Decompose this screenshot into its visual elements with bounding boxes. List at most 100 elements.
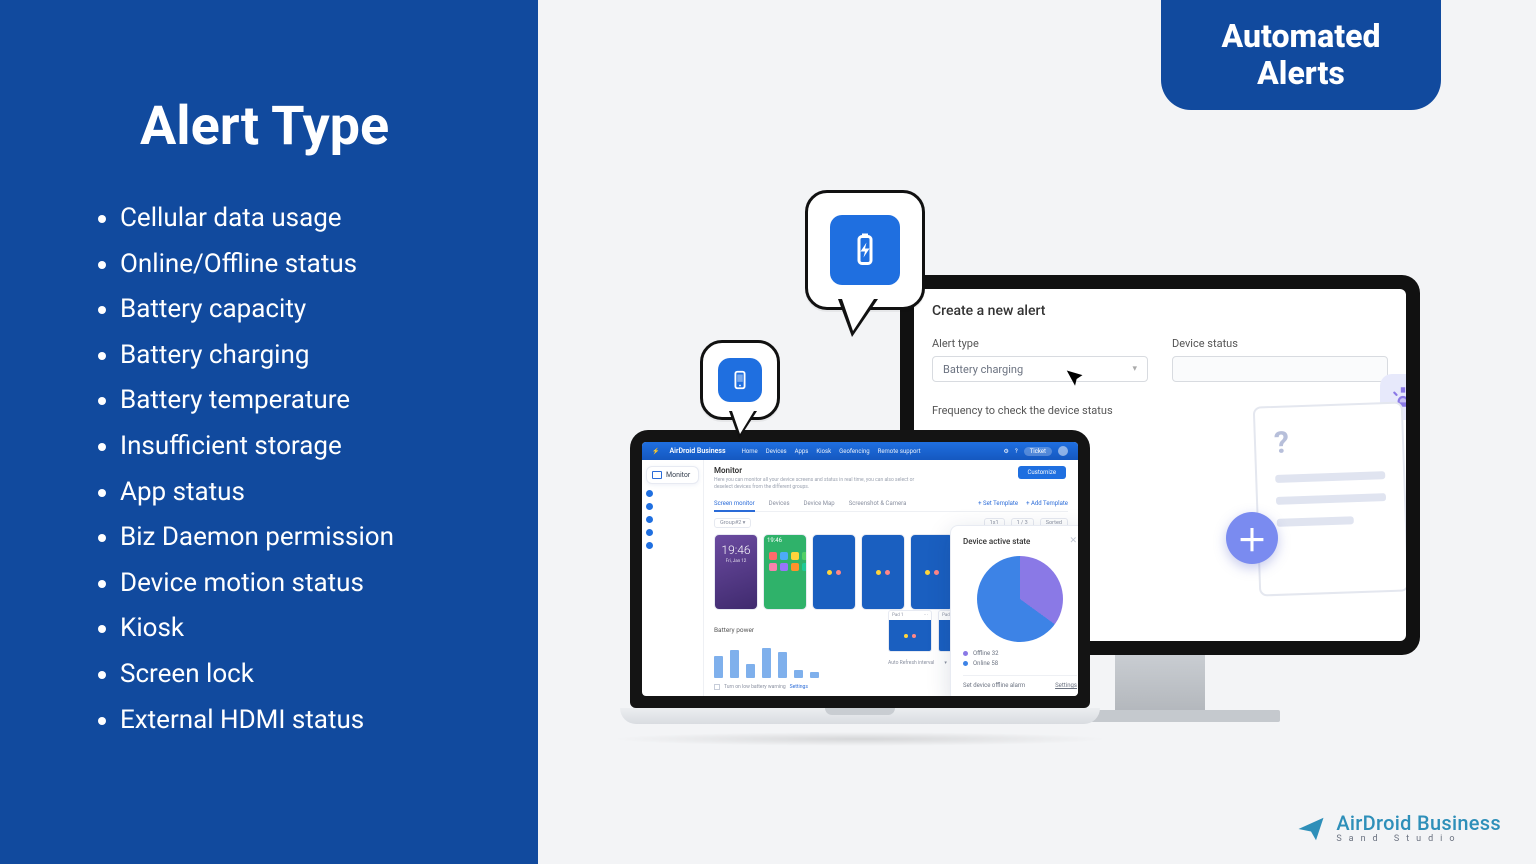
automated-alerts-badge: Automated Alerts xyxy=(1161,0,1441,110)
avatar-icon[interactable] xyxy=(1058,446,1068,456)
question-mark-icon: ? xyxy=(1273,422,1384,461)
close-icon[interactable]: ✕ xyxy=(1069,536,1077,546)
bar xyxy=(730,650,739,678)
tab-right-link[interactable]: + Add Template xyxy=(1026,500,1068,507)
device-screen[interactable]: 19:46Fri, Jan 12 xyxy=(714,534,758,610)
alert-type-list: Cellular data usageOnline/Offline status… xyxy=(70,198,478,741)
device-screen[interactable] xyxy=(910,534,954,610)
refresh-label: Auto Refresh interval xyxy=(888,660,934,666)
sidebar-dot[interactable] xyxy=(646,529,653,536)
device-bubble xyxy=(700,340,780,420)
device-icon xyxy=(718,358,762,402)
checkbox-icon[interactable] xyxy=(714,684,720,690)
tab-item[interactable]: Device Map xyxy=(804,500,835,507)
help-icon[interactable]: ? xyxy=(1015,448,1018,455)
form-title: Create a new alert xyxy=(932,303,1388,319)
battery-chart-bars xyxy=(714,638,879,678)
laptop-sidebar: Monitor xyxy=(642,460,704,696)
nav-item[interactable]: Apps xyxy=(795,448,809,455)
bar xyxy=(810,672,819,678)
doc-paper: ? xyxy=(1253,401,1406,596)
device-screen[interactable]: 19:46 xyxy=(763,534,807,610)
label-device-status: Device status xyxy=(1172,337,1388,350)
battery-chart-title: Battery power xyxy=(714,626,879,634)
battery-charging-icon xyxy=(830,215,900,285)
laptop-shadow xyxy=(610,732,1110,746)
nav-item[interactable]: Kiosk xyxy=(816,448,831,455)
badge-line2: Alerts xyxy=(1222,55,1381,92)
device-screen[interactable] xyxy=(812,534,856,610)
alert-type-item: App status xyxy=(120,472,478,514)
page-title: Monitor xyxy=(714,466,1068,475)
bar xyxy=(794,670,803,678)
label-alert-type: Alert type xyxy=(932,337,1148,350)
bar xyxy=(778,652,787,678)
brand-logo: AirDroid Business Sand Studio xyxy=(1296,813,1501,844)
bar xyxy=(714,656,723,678)
page-desc: Here you can monitor all your device scr… xyxy=(714,477,934,490)
doc-illustration: ? ＋ xyxy=(1226,374,1406,604)
customize-button[interactable]: Customize xyxy=(1018,466,1066,479)
laptop-nav: Home Devices Apps Kiosk Geofencing Remote sup… xyxy=(742,448,921,455)
laptop-tabs: Screen monitor Devices Device Map Screensho… xyxy=(714,500,1068,512)
badge-line1: Automated xyxy=(1222,18,1381,55)
alert-type-item: Online/Offline status xyxy=(120,244,478,286)
laptop-base xyxy=(620,708,1100,724)
settings-link[interactable]: Settings xyxy=(1055,682,1077,689)
ticket-pill[interactable]: Ticket xyxy=(1024,447,1052,456)
plus-circle-icon: ＋ xyxy=(1226,512,1278,564)
tab-item[interactable]: Screenshot & Camera xyxy=(849,500,907,507)
monitor-stand xyxy=(1115,655,1205,710)
device-active-state-card: Device active state ✕ Offline 32 Online … xyxy=(950,525,1078,696)
alert-type-item: Battery temperature xyxy=(120,380,478,422)
alert-type-item: Battery capacity xyxy=(120,289,478,331)
alert-type-item: Insufficient storage xyxy=(120,426,478,468)
select-alert-type-value: Battery charging xyxy=(943,363,1023,376)
sidebar-dot[interactable] xyxy=(646,516,653,523)
logo-subtext: Sand Studio xyxy=(1336,835,1501,844)
sidebar-dot[interactable] xyxy=(646,503,653,510)
alert-type-item: Cellular data usage xyxy=(120,198,478,240)
battery-bubble xyxy=(805,190,925,310)
alert-type-title: Alert Type xyxy=(70,95,478,158)
sidebar-dot[interactable] xyxy=(646,490,653,497)
low-battery-warning-row: Turn on low battery warning Settings xyxy=(714,684,879,690)
settings-link[interactable]: Settings xyxy=(790,684,808,690)
alert-type-item: Kiosk xyxy=(120,608,478,650)
nav-item[interactable]: Home xyxy=(742,448,758,455)
monitor-icon xyxy=(652,471,662,479)
lightning-icon: ⚡ xyxy=(652,448,659,455)
chevron-down-icon: ▾ xyxy=(1132,364,1137,374)
logo-text: AirDroid Business xyxy=(1336,813,1501,833)
device-screen[interactable] xyxy=(861,534,905,610)
cursor-icon xyxy=(1064,365,1091,396)
legend-a: Offline 32 xyxy=(973,650,998,657)
laptop-main: Monitor Here you can monitor all your de… xyxy=(704,460,1078,696)
pie-chart xyxy=(977,556,1063,642)
tab-right-link[interactable]: + Set Template xyxy=(978,500,1018,507)
alert-type-item: Battery charging xyxy=(120,335,478,377)
sidebar-item-monitor[interactable]: Monitor xyxy=(646,466,699,484)
sidebar-dot[interactable] xyxy=(646,542,653,549)
tab-item[interactable]: Devices xyxy=(769,500,790,507)
device-thumb[interactable]: Pad 1⋯ xyxy=(888,610,932,652)
laptop-screen: ⚡ AirDroid Business HomeDevicesAppsKiosk… xyxy=(642,442,1078,696)
group-selector[interactable]: Group#2 ▾ xyxy=(714,518,751,528)
bar xyxy=(762,648,771,678)
nav-item[interactable]: Devices xyxy=(766,448,787,455)
tab-item[interactable]: Screen monitor xyxy=(714,500,755,507)
alert-type-item: Biz Daemon permission xyxy=(120,517,478,559)
pie-card-title: Device active state xyxy=(963,537,1030,546)
alert-type-item: Screen lock xyxy=(120,654,478,696)
battery-chart: Battery power Turn on low battery warnin… xyxy=(714,626,879,690)
laptop-header: ⚡ AirDroid Business HomeDevicesAppsKiosk… xyxy=(642,442,1078,460)
gear-icon[interactable]: ⚙ xyxy=(1003,448,1008,455)
laptop: ⚡ AirDroid Business HomeDevicesAppsKiosk… xyxy=(630,430,1090,746)
left-blue-panel: Alert Type Cellular data usageOnline/Off… xyxy=(0,0,538,864)
legend-b: Online 58 xyxy=(973,660,998,667)
nav-item[interactable]: Geofencing xyxy=(839,448,869,455)
select-alert-type[interactable]: Battery charging ▾ xyxy=(932,356,1148,382)
alert-type-item: Device motion status xyxy=(120,563,478,605)
laptop-bezel: ⚡ AirDroid Business HomeDevicesAppsKiosk… xyxy=(630,430,1090,708)
nav-item[interactable]: Remote support xyxy=(878,448,921,455)
